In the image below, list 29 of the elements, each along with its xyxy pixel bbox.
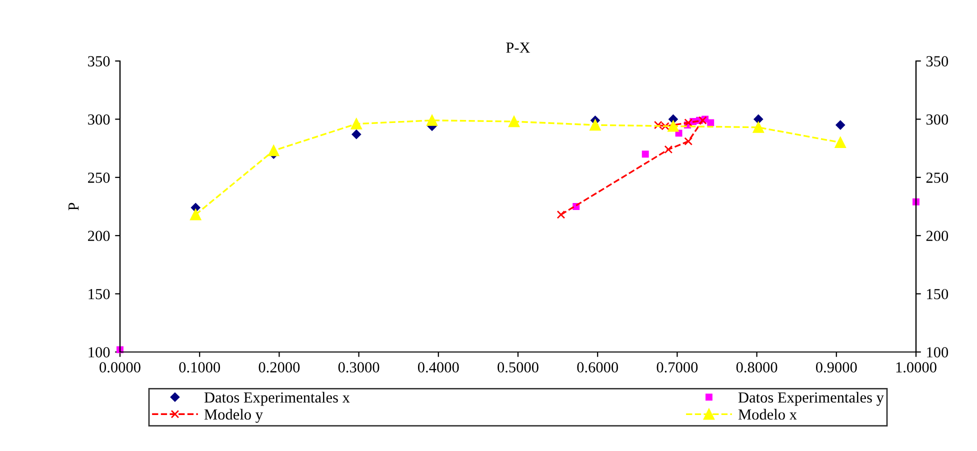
y2-tick-label: 100 <box>927 347 948 358</box>
x-tick-label: 0.0000 <box>100 362 140 373</box>
y-tick-label: 200 <box>88 230 110 242</box>
y2-tick-label: 350 <box>926 56 948 66</box>
y-tick-label: 150 <box>88 288 110 300</box>
x-tick-label: 0.5000 <box>498 362 538 373</box>
y-tick-label: 250 <box>88 172 110 183</box>
y-tick-label: 100 <box>88 347 110 358</box>
x-tick-label: 0.3000 <box>338 362 380 373</box>
chart-title: P-X <box>506 42 530 53</box>
x-tick-label: 0.1000 <box>179 362 220 373</box>
y-tick-label: 300 <box>88 114 110 125</box>
y-tick-label: 350 <box>88 56 110 66</box>
legend-label: Datos Experimentales y <box>738 392 884 406</box>
y2-tick-label: 250 <box>926 172 948 183</box>
legend-label: Modelo x <box>738 408 797 420</box>
x-tick-label: 0.4000 <box>418 362 459 373</box>
x-tick-label: 0.9000 <box>816 362 857 373</box>
x-tick-label: 0.2000 <box>258 362 300 373</box>
x-tick-label: 1.0000 <box>896 362 936 373</box>
y2-tick-label: 150 <box>927 288 948 300</box>
x-tick-label: 0.6000 <box>577 362 618 373</box>
legend-label: Modelo y <box>204 408 263 423</box>
y2-tick-label: 300 <box>926 114 948 125</box>
legend-label: Datos Experimentales x <box>204 392 350 406</box>
y-axis-title: P <box>68 202 79 210</box>
x-tick-label: 0.7000 <box>656 362 698 373</box>
y2-tick-label: 200 <box>926 230 948 242</box>
x-tick-label: 0.8000 <box>736 362 778 373</box>
